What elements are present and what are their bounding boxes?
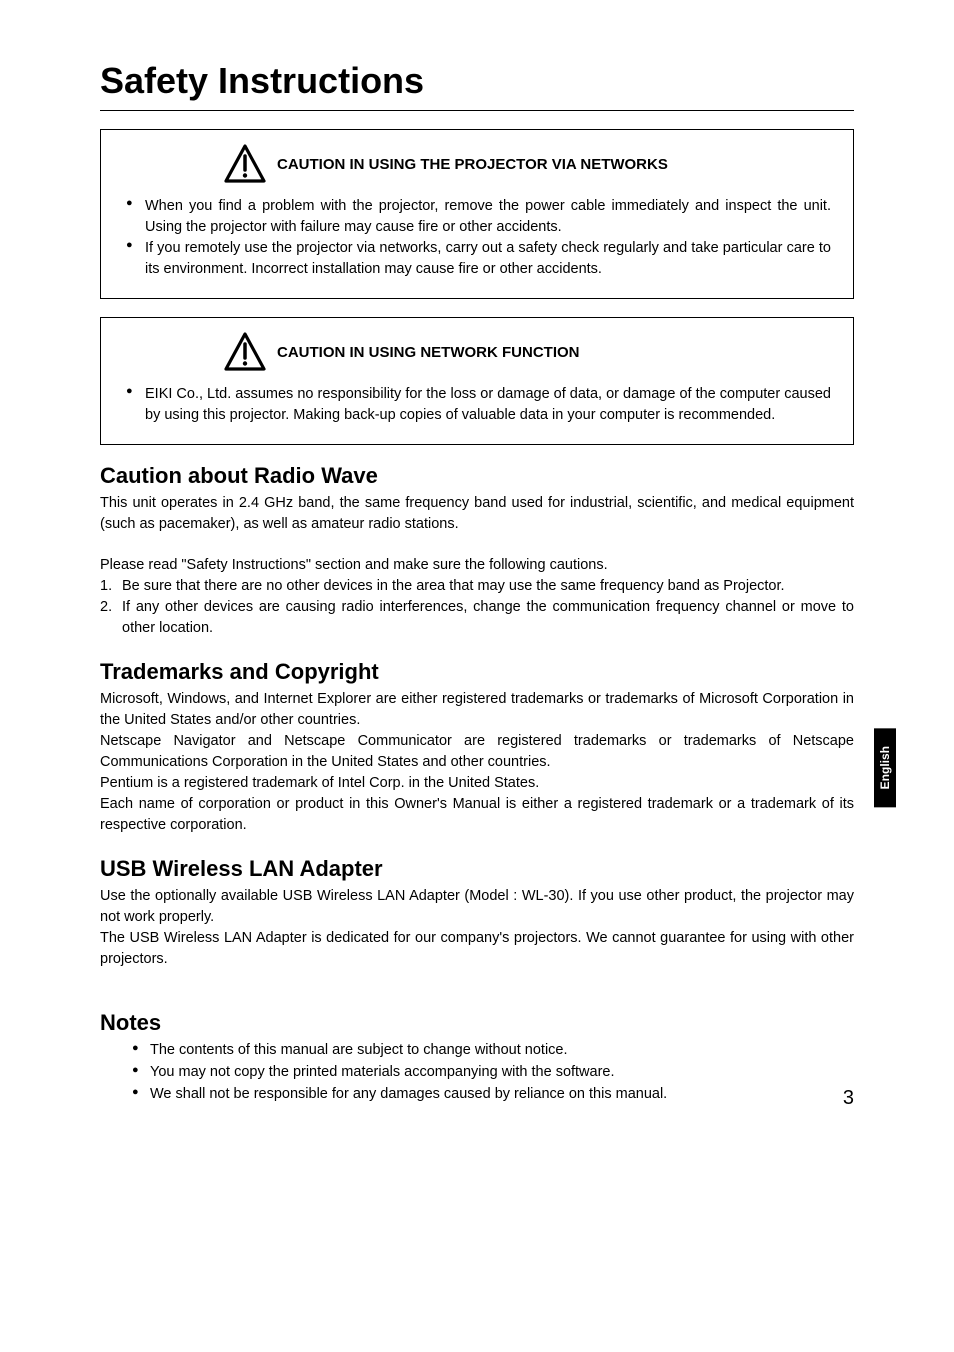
caution-header-2: CAUTION IN USING NETWORK FUNCTION <box>123 332 831 372</box>
list-item: You may not copy the printed materials a… <box>132 1062 854 1084</box>
list-item: Be sure that there are no other devices … <box>100 576 854 597</box>
list-item: The contents of this manual are subject … <box>132 1040 854 1062</box>
caution-2-list: EIKI Co., Ltd. assumes no responsibility… <box>123 384 831 426</box>
heading-trademarks: Trademarks and Copyright <box>100 659 854 685</box>
list-item: EIKI Co., Ltd. assumes no responsibility… <box>123 384 831 426</box>
trademarks-para-4: Each name of corporation or product in t… <box>100 794 854 836</box>
trademarks-para-3: Pentium is a registered trademark of Int… <box>100 773 854 794</box>
list-item: When you find a problem with the project… <box>123 196 831 238</box>
caution-1-list: When you find a problem with the project… <box>123 196 831 280</box>
usb-para-1: Use the optionally available USB Wireles… <box>100 886 854 928</box>
warning-icon <box>223 144 267 184</box>
heading-notes: Notes <box>100 1010 854 1036</box>
heading-radio-wave: Caution about Radio Wave <box>100 463 854 489</box>
caution-box-networks: CAUTION IN USING THE PROJECTOR VIA NETWO… <box>100 129 854 299</box>
list-item: If any other devices are causing radio i… <box>100 597 854 639</box>
caution-box-function: CAUTION IN USING NETWORK FUNCTION EIKI C… <box>100 317 854 445</box>
radio-para-2: Please read "Safety Instructions" sectio… <box>100 555 854 576</box>
title-divider <box>100 110 854 111</box>
page-title: Safety Instructions <box>100 60 854 102</box>
list-item: If you remotely use the projector via ne… <box>123 238 831 280</box>
caution-title-2: CAUTION IN USING NETWORK FUNCTION <box>277 344 579 361</box>
radio-numbered-list: Be sure that there are no other devices … <box>100 576 854 639</box>
language-tab: English <box>874 728 896 807</box>
trademarks-para-2: Netscape Navigator and Netscape Communic… <box>100 731 854 773</box>
notes-list: The contents of this manual are subject … <box>100 1040 854 1105</box>
heading-usb: USB Wireless LAN Adapter <box>100 856 854 882</box>
warning-icon <box>223 332 267 372</box>
radio-para-1: This unit operates in 2.4 GHz band, the … <box>100 493 854 535</box>
list-item: We shall not be responsible for any dama… <box>132 1084 854 1106</box>
page-number: 3 <box>843 1087 854 1110</box>
trademarks-para-1: Microsoft, Windows, and Internet Explore… <box>100 689 854 731</box>
usb-para-2: The USB Wireless LAN Adapter is dedicate… <box>100 928 854 970</box>
caution-header-1: CAUTION IN USING THE PROJECTOR VIA NETWO… <box>123 144 831 184</box>
caution-title-1: CAUTION IN USING THE PROJECTOR VIA NETWO… <box>277 156 668 173</box>
